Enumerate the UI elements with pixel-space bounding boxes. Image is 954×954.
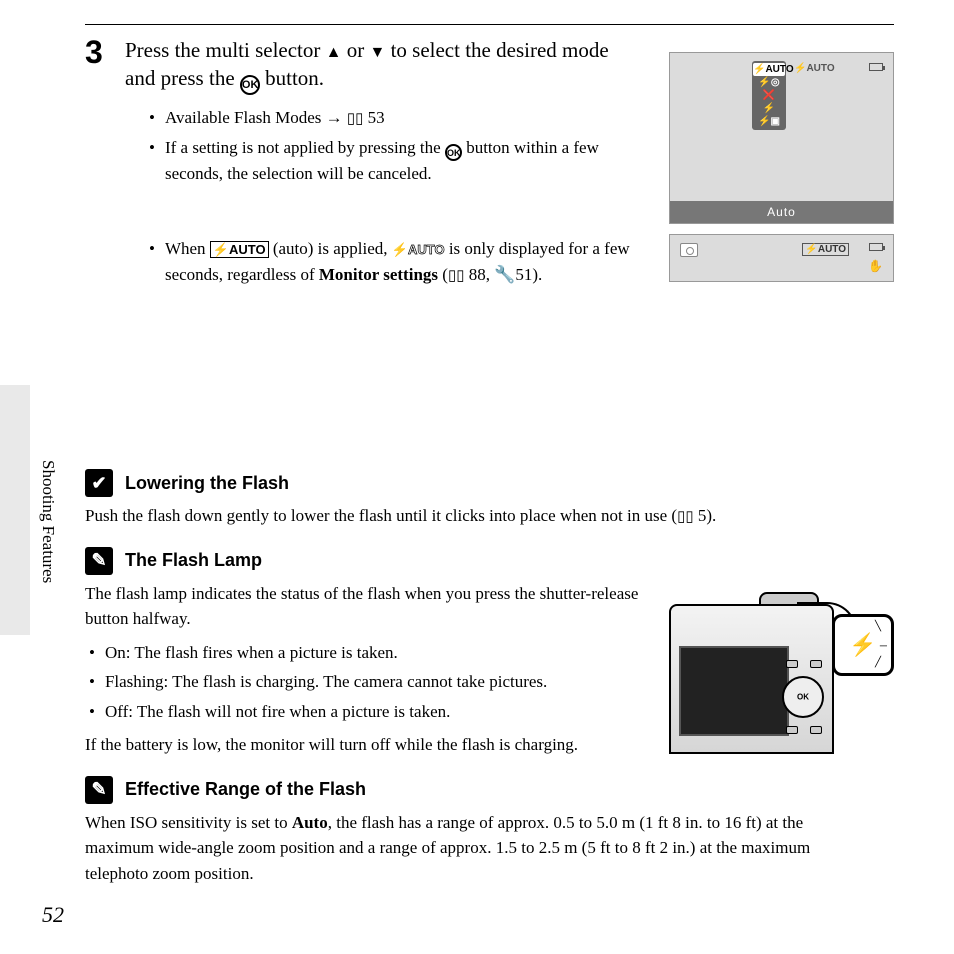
down-triangle-icon: ▼ xyxy=(369,44,385,61)
t-or: or xyxy=(341,38,369,62)
book-icon: ▯▯ xyxy=(677,509,694,525)
flash-mode-item: ⚡◎ xyxy=(752,76,786,89)
camera-button xyxy=(786,726,798,734)
battery-icon xyxy=(869,243,883,251)
flash-mode-item: ⚡▣ xyxy=(752,115,786,128)
bullet-dot: • xyxy=(149,135,155,187)
ray-icon: ─ xyxy=(880,643,887,651)
flash-mode-item: ⚡ xyxy=(752,102,786,115)
flash-auto-indicator: ⚡AUTO xyxy=(794,63,835,74)
camera-screen xyxy=(679,646,789,736)
bullet-3: • When ⚡AUTO (auto) is applied, ⚡AUTO is… xyxy=(149,236,639,287)
top-rule xyxy=(85,24,894,25)
ray-icon: ╲ xyxy=(875,623,881,631)
flash-mode-list: ⚡AUTO ⚡◎ ❌ ⚡ ⚡▣ xyxy=(752,61,786,130)
pencil-icon: ✎ xyxy=(85,547,113,575)
flash-mode-item: ❌ xyxy=(752,89,786,102)
flash-lamp-callout: ⚡ ╲ ─ ╱ xyxy=(832,614,894,676)
flash-icon: ⚡ xyxy=(849,632,876,658)
section-head: ✎ The Flash Lamp xyxy=(85,547,875,575)
camera-dpad-icon xyxy=(782,676,824,718)
list-item: •Off: The flash will not fire when a pic… xyxy=(89,699,645,725)
section-outro: If the battery is low, the monitor will … xyxy=(85,732,645,758)
manual-page: Shooting Features 3 Press the multi sele… xyxy=(0,0,954,954)
side-label: Shooting Features xyxy=(38,460,58,583)
bullet-2: • If a setting is not applied by pressin… xyxy=(149,135,639,187)
lcd-mockups: ⚡AUTO ⚡◎ ❌ ⚡ ⚡▣ ⚡AUTO Auto ⚡AUTO ✋ xyxy=(669,52,894,282)
list-item: •On: The flash fires when a picture is t… xyxy=(89,640,645,666)
step-bullets: • Available Flash Modes → ▯▯ 53 • If a s… xyxy=(149,105,639,287)
camera-mode-icon xyxy=(680,243,698,257)
camera-button xyxy=(786,660,798,668)
section-body: Push the flash down gently to lower the … xyxy=(85,503,875,529)
section-body: The flash lamp indicates the status of t… xyxy=(85,581,645,758)
t1: Press the multi selector xyxy=(125,38,326,62)
section-lowering-flash: ✔ Lowering the Flash Push the flash down… xyxy=(85,469,875,529)
section-effective-range: ✎ Effective Range of the Flash When ISO … xyxy=(85,776,875,887)
bullet-text: If a setting is not applied by pressing … xyxy=(165,135,639,187)
section-bullets: •On: The flash fires when a picture is t… xyxy=(89,640,645,725)
t3: button. xyxy=(260,66,324,90)
side-tab xyxy=(0,385,30,635)
flash-mode-item: ⚡AUTO xyxy=(753,63,785,76)
camera-button xyxy=(810,660,822,668)
vr-icon: ✋ xyxy=(868,259,883,274)
book-icon: ▯▯ xyxy=(347,111,364,127)
section-body: When ISO sensitivity is set to Auto, the… xyxy=(85,810,875,887)
bullet-1: • Available Flash Modes → ▯▯ 53 xyxy=(149,105,639,131)
camera-button xyxy=(810,726,822,734)
camera-illustration: ⚡ ╲ ─ ╱ xyxy=(669,590,894,760)
section-head: ✎ Effective Range of the Flash xyxy=(85,776,875,804)
flash-auto-indicator: ⚡AUTO xyxy=(802,243,849,256)
pencil-icon: ✎ xyxy=(85,776,113,804)
battery-icon xyxy=(869,63,883,71)
page-number: 52 xyxy=(42,902,64,928)
flash-auto-icon: ⚡AUTO xyxy=(210,241,269,258)
ray-icon: ╱ xyxy=(875,659,881,667)
flash-mode-label: Auto xyxy=(670,201,893,223)
lcd-flash-menu: ⚡AUTO ⚡◎ ❌ ⚡ ⚡▣ ⚡AUTO Auto xyxy=(669,52,894,224)
lcd-shooting-screen: ⚡AUTO ✋ xyxy=(669,234,894,282)
list-item: •Flashing: The flash is charging. The ca… xyxy=(89,669,645,695)
bullet-dot: • xyxy=(149,105,155,131)
check-icon: ✔ xyxy=(85,469,113,497)
bullet-dot: • xyxy=(149,236,155,287)
step-number: 3 xyxy=(85,36,125,68)
ok-button-icon: OK xyxy=(240,75,260,95)
section-title: Effective Range of the Flash xyxy=(125,779,366,800)
section-title: The Flash Lamp xyxy=(125,550,262,571)
section-title: Lowering the Flash xyxy=(125,473,289,494)
step-title: Press the multi selector ▲ or ▼ to selec… xyxy=(125,36,625,95)
up-triangle-icon: ▲ xyxy=(326,44,342,61)
ok-button-icon: OK xyxy=(445,144,462,161)
book-icon: ▯▯ xyxy=(448,268,465,284)
section-intro: The flash lamp indicates the status of t… xyxy=(85,581,645,632)
section-head: ✔ Lowering the Flash xyxy=(85,469,875,497)
flash-auto-outline-icon: ⚡AUTO xyxy=(392,242,445,257)
bullet-text: When ⚡AUTO (auto) is applied, ⚡AUTO is o… xyxy=(165,236,639,287)
bullet-text: Available Flash Modes → ▯▯ 53 xyxy=(165,105,639,131)
